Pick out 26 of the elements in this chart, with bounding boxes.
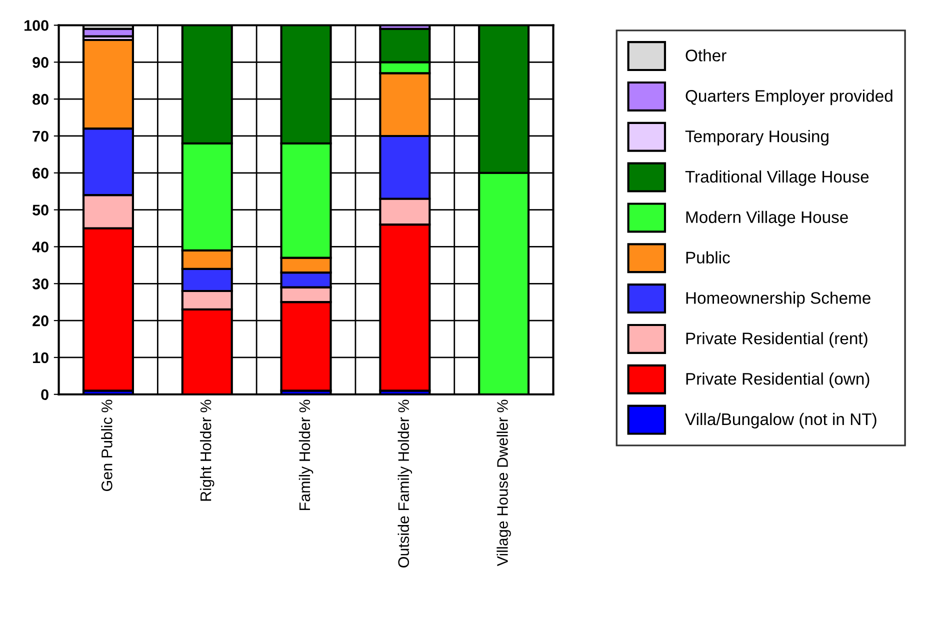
y-tick-label: 90	[32, 57, 48, 68]
y-tick-label: 60	[32, 168, 48, 179]
legend-label: Temporary Housing	[685, 130, 828, 146]
legend-label: Public	[686, 251, 730, 264]
x-tick-label: Gen Public %	[101, 400, 112, 492]
y-tick-label: 70	[32, 130, 48, 142]
y-tick-label: 0	[41, 389, 48, 400]
legend-label: Private Residential (rent)	[686, 332, 868, 348]
x-tick-label: Outside Family Holder %	[398, 400, 412, 568]
legend-label: Modern Village House	[686, 210, 848, 226]
legend-label: Villa/Bungalow (not in NT)	[685, 412, 876, 428]
y-tick-label: 100	[24, 20, 48, 31]
y-tick-label: 40	[32, 242, 48, 252]
y-tick-label: 80	[32, 94, 48, 105]
y-tick-label: 30	[32, 278, 48, 290]
legend-label: Traditional Village House	[685, 170, 869, 186]
legend-label: Other	[686, 49, 726, 62]
x-tick-label: Right Holder %	[200, 400, 214, 501]
y-tick-label: 50	[32, 204, 48, 216]
x-tick-label: Village House Dweller %	[496, 400, 511, 566]
legend-label: Private Residential (own)	[686, 372, 870, 388]
y-tick-label: 20	[32, 315, 48, 326]
x-tick-label: Family Holder %	[298, 400, 314, 510]
legend-label: Homeownership Scheme	[686, 292, 870, 308]
y-tick-label: 10	[33, 352, 48, 364]
legend-label: Quarters Employer provided	[686, 90, 892, 106]
